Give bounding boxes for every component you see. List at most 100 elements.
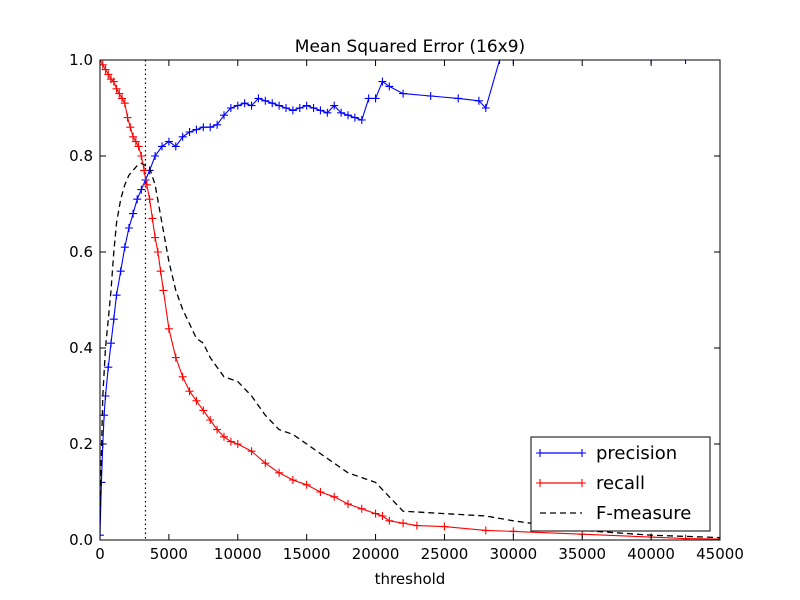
data-point-precision [129, 209, 138, 218]
data-point-recall [371, 509, 380, 518]
data-point-precision [100, 411, 109, 420]
data-point-recall [378, 512, 387, 520]
data-point-precision [247, 101, 256, 110]
data-point-precision [316, 106, 325, 115]
series-group [100, 60, 720, 540]
data-point-recall [120, 99, 129, 108]
data-point-recall [344, 500, 352, 508]
data-point-recall [142, 180, 151, 189]
data-point-recall [131, 137, 140, 146]
data-point-precision [133, 195, 142, 204]
x-tick-label: 0 [95, 545, 105, 563]
data-point-precision [481, 104, 490, 112]
data-point-recall [109, 77, 118, 86]
legend-label-precision: precision [596, 443, 677, 464]
data-point-recall [275, 468, 284, 477]
data-point-precision [158, 142, 166, 151]
data-point-recall [316, 488, 325, 496]
plot-area: 0 5000 10000 15000 20000 25000 30000 35000 40000… [69, 51, 744, 563]
data-point-recall [247, 447, 256, 456]
data-point-recall [288, 476, 297, 484]
y-tick-label: 1.0 [69, 51, 93, 69]
x-tick-label: 40000 [627, 545, 675, 563]
legend-label-recall: recall [596, 473, 645, 494]
y-tick-label: 0.8 [69, 147, 93, 165]
legend-marker-precision [578, 449, 586, 457]
data-point-recall [302, 480, 311, 489]
data-point-recall [185, 387, 194, 396]
data-point-precision [350, 113, 359, 122]
data-point-recall [226, 437, 235, 446]
data-point-recall [199, 406, 208, 415]
data-point-recall [129, 132, 138, 141]
data-point-precision [344, 111, 352, 120]
data-point-precision [302, 101, 311, 110]
y-tick-label: 0.4 [69, 339, 93, 357]
data-point-recall [145, 195, 154, 204]
x-tick-label: 20000 [352, 545, 400, 563]
data-point-recall [233, 440, 242, 448]
data-point-precision [357, 116, 366, 124]
data-point-recall [681, 534, 690, 540]
x-tick-label: 5000 [150, 545, 188, 563]
x-axis-label: threshold [375, 570, 446, 588]
data-point-recall [104, 70, 113, 79]
y-tick-label: 0.2 [69, 435, 93, 453]
data-point-precision [295, 104, 304, 112]
data-point-precision [268, 99, 277, 108]
data-point-precision [426, 92, 435, 100]
data-point-precision [178, 132, 187, 141]
data-point-recall [481, 526, 490, 535]
plot-frame [99, 59, 721, 541]
x-tick-label: 30000 [489, 545, 537, 563]
data-point-precision [309, 104, 318, 112]
data-point-recall [148, 214, 157, 223]
data-point-precision [104, 363, 113, 372]
data-point-recall [192, 396, 201, 405]
data-point-precision [378, 77, 387, 86]
data-point-recall [101, 65, 110, 74]
data-point-recall [151, 233, 160, 242]
data-point-precision [337, 108, 346, 117]
data-point-recall [137, 152, 146, 160]
legend-marker-precision [536, 449, 544, 457]
legend-label-f-measure: F-measure [596, 503, 691, 524]
data-point-recall [153, 248, 162, 256]
data-point-precision [330, 101, 339, 110]
data-point-precision [109, 315, 118, 324]
legend-marker-recall [578, 479, 586, 487]
series-line-f-measure [100, 162, 720, 539]
data-point-precision [399, 89, 408, 98]
data-point-precision [100, 531, 104, 540]
data-point-precision [192, 125, 201, 134]
data-point-recall [171, 353, 180, 362]
data-point-precision [254, 94, 263, 103]
data-point-recall [412, 521, 421, 530]
data-point-precision [288, 106, 297, 115]
data-point-precision [261, 96, 270, 105]
data-point-precision [233, 101, 242, 110]
data-point-recall [115, 89, 124, 98]
data-point-recall [440, 522, 449, 531]
data-point-recall [123, 113, 132, 122]
data-point-precision [171, 142, 180, 151]
data-point-recall [112, 84, 121, 93]
legend: precision recall F-measure [530, 436, 711, 532]
y-tick-label: 0.6 [69, 243, 93, 261]
data-point-precision [164, 137, 173, 146]
data-point-recall [126, 123, 135, 132]
x-tick-label: 25000 [421, 545, 469, 563]
data-point-recall [357, 504, 366, 513]
data-point-precision [151, 152, 160, 160]
data-point-precision [112, 291, 121, 300]
data-point-precision [185, 128, 194, 136]
data-point-recall [164, 324, 173, 333]
data-point-recall [220, 432, 228, 441]
data-point-precision [275, 101, 284, 110]
x-tick-label: 45000 [696, 545, 744, 563]
data-point-recall [213, 425, 222, 434]
chart-title: Mean Squared Error (16x9) [295, 37, 525, 57]
data-point-precision [364, 94, 373, 103]
data-point-recall [716, 535, 720, 540]
